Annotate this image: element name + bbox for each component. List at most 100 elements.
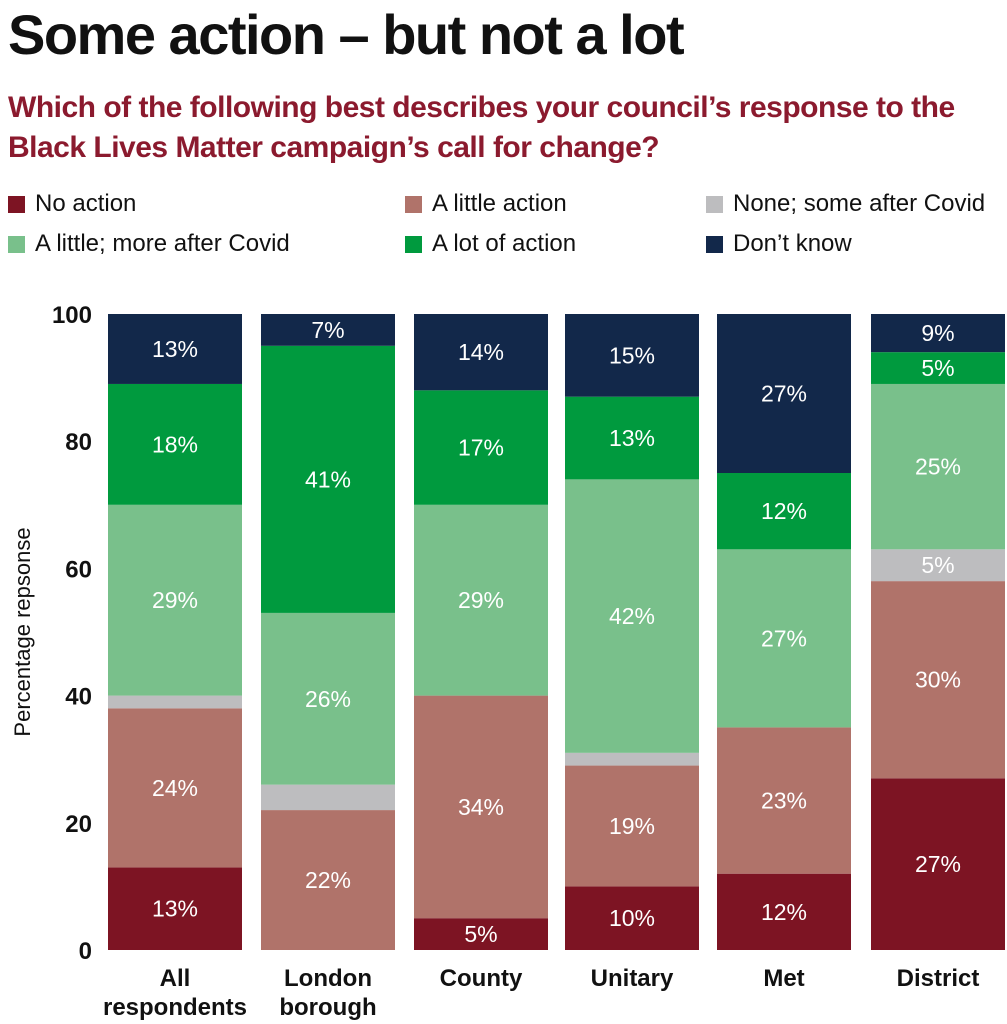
- bar-segment: [261, 810, 395, 950]
- y-tick-label: 20: [65, 811, 92, 838]
- data-label: 5%: [464, 921, 497, 947]
- bar-segment: [871, 778, 1005, 950]
- data-label: 29%: [458, 587, 504, 613]
- bar-segment: [565, 765, 699, 887]
- chart-subtitle: Which of the following best describes yo…: [8, 91, 955, 164]
- data-label: 29%: [152, 587, 198, 613]
- bar-segment: [565, 314, 699, 397]
- bar-segment: [414, 695, 548, 919]
- legend-swatch: [8, 235, 25, 253]
- legend-item: No action: [8, 190, 136, 218]
- legend-label: A lot of action: [432, 230, 577, 257]
- legend-swatch: [8, 195, 25, 213]
- data-label: 13%: [152, 336, 198, 362]
- bar-segment: [871, 581, 1005, 779]
- bar-segment: [414, 918, 548, 950]
- bar-segment: [414, 504, 548, 696]
- bar-segment: [108, 504, 242, 696]
- x-tick-label-line: London: [284, 965, 372, 992]
- y-tick-label: 40: [65, 684, 92, 711]
- legend-label: None; some after Covid: [733, 190, 986, 217]
- y-tick-label: 100: [52, 302, 92, 329]
- data-label: 34%: [458, 794, 504, 820]
- bar-segment: [871, 314, 1005, 353]
- legend-label: Don’t know: [733, 230, 852, 257]
- bar-segment: [414, 314, 548, 391]
- legend-swatch: [706, 235, 723, 253]
- legend-item: Don’t know: [706, 230, 852, 258]
- data-label: 24%: [152, 775, 198, 801]
- x-tick-label-line: District: [897, 965, 980, 992]
- legend-label: No action: [35, 190, 137, 217]
- bar-segment: [717, 549, 851, 728]
- x-tick-label: County: [440, 965, 523, 992]
- data-label: 18%: [152, 431, 198, 457]
- data-label: 23%: [761, 788, 807, 814]
- bar-segment: [717, 873, 851, 950]
- data-label: 15%: [609, 342, 655, 368]
- data-label: 14%: [458, 339, 504, 365]
- y-tick-label: 80: [65, 429, 92, 456]
- bar-segment: [261, 314, 395, 346]
- data-label: 26%: [305, 686, 351, 712]
- bar-segment: [565, 396, 699, 480]
- bar-segment: [565, 886, 699, 950]
- data-label: 30%: [915, 667, 961, 693]
- chart-title: Some action – but not a lot: [8, 3, 685, 66]
- x-tick-label-line: respondents: [103, 994, 247, 1021]
- bar-segment: [565, 752, 699, 766]
- x-tick-label: London borough: [279, 965, 376, 1021]
- legend-item: A lot of action: [405, 230, 576, 258]
- chart-legend: No action A little action None; some after…: [8, 190, 1007, 270]
- bar-segment: [871, 549, 1005, 582]
- legend-label: A little action: [432, 190, 567, 217]
- bar-segment: [108, 708, 242, 868]
- data-label: 41%: [305, 466, 351, 492]
- data-label: 9%: [921, 320, 954, 346]
- data-label: 5%: [921, 552, 954, 578]
- y-tick-label: 0: [79, 938, 92, 965]
- data-label: 5%: [921, 355, 954, 381]
- bar-segment: [565, 479, 699, 753]
- bar-segment: [261, 345, 395, 613]
- bar-segment: [108, 383, 242, 505]
- bar-segment: [717, 727, 851, 874]
- data-label: 17%: [458, 435, 504, 461]
- x-tick-label-line: Unitary: [591, 965, 674, 992]
- data-label: 13%: [609, 425, 655, 451]
- data-label: 10%: [609, 905, 655, 931]
- bar-segment: [108, 314, 242, 384]
- stacked-bar-chart: Percentage repsonse 0 20 40 60 80 100 13% 24% 29%…: [10, 302, 1005, 1021]
- data-label: 27%: [761, 625, 807, 651]
- x-tick-label-line: All: [160, 965, 191, 992]
- data-label: 22%: [305, 867, 351, 893]
- legend-swatch: [405, 235, 422, 253]
- data-label: 27%: [761, 381, 807, 407]
- bar-segment: [414, 390, 548, 505]
- bar-segment: [108, 695, 242, 709]
- legend-label: A little; more after Covid: [35, 230, 290, 257]
- legend-item: A little; more after Covid: [8, 230, 290, 258]
- data-label: 42%: [609, 603, 655, 629]
- bar-segment: [871, 383, 1005, 550]
- x-tick-label-line: borough: [279, 994, 376, 1021]
- data-label: 25%: [915, 454, 961, 480]
- legend-swatch: [706, 195, 723, 213]
- data-label: 27%: [915, 851, 961, 877]
- legend-item: None; some after Covid: [706, 190, 985, 218]
- x-tick-label: Unitary: [591, 965, 674, 992]
- y-tick-label: 60: [65, 556, 92, 583]
- bar-segment: [261, 612, 395, 785]
- bar-segment: [871, 352, 1005, 384]
- legend-swatch: [405, 195, 422, 213]
- bar-segment: [108, 867, 242, 950]
- bar-segment: [717, 314, 851, 473]
- x-tick-label-line: Met: [763, 965, 804, 992]
- bar-segment: [717, 473, 851, 550]
- bar-segment: [261, 784, 395, 811]
- x-tick-label: District: [897, 965, 980, 992]
- data-label: 7%: [311, 317, 344, 343]
- legend-item: A little action: [405, 190, 567, 218]
- y-axis-label: Percentage repsonse: [10, 527, 35, 736]
- x-tick-label-line: County: [440, 965, 523, 992]
